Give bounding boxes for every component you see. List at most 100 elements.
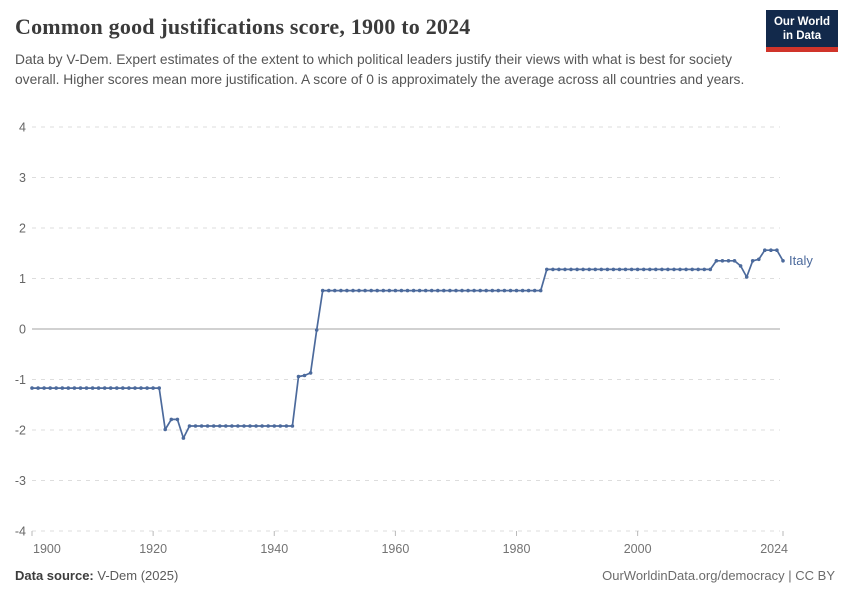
data-point[interactable] bbox=[593, 267, 598, 272]
data-point[interactable] bbox=[187, 424, 192, 428]
data-point[interactable] bbox=[611, 267, 616, 272]
data-point[interactable] bbox=[314, 328, 319, 332]
data-point[interactable] bbox=[666, 267, 670, 272]
data-point[interactable] bbox=[532, 288, 537, 293]
data-point[interactable] bbox=[623, 267, 628, 272]
data-point[interactable] bbox=[472, 288, 476, 293]
data-point[interactable] bbox=[84, 386, 89, 390]
data-point[interactable] bbox=[599, 267, 604, 272]
data-point[interactable] bbox=[236, 424, 240, 428]
data-point[interactable] bbox=[48, 386, 52, 390]
data-point[interactable] bbox=[581, 267, 585, 272]
data-point[interactable] bbox=[496, 288, 501, 293]
data-point[interactable] bbox=[478, 288, 483, 293]
data-point[interactable] bbox=[296, 374, 301, 379]
data-point[interactable] bbox=[211, 424, 216, 428]
data-point[interactable] bbox=[775, 248, 779, 252]
data-point[interactable] bbox=[151, 386, 155, 390]
data-point[interactable] bbox=[290, 424, 295, 428]
data-point[interactable] bbox=[726, 259, 731, 263]
data-point[interactable] bbox=[635, 267, 640, 272]
data-point[interactable] bbox=[744, 275, 749, 279]
data-point[interactable] bbox=[139, 386, 143, 390]
data-point[interactable] bbox=[60, 386, 65, 390]
data-point[interactable] bbox=[345, 288, 349, 293]
data-point[interactable] bbox=[605, 267, 610, 272]
data-point[interactable] bbox=[121, 386, 125, 390]
data-point[interactable] bbox=[648, 267, 652, 272]
data-point[interactable] bbox=[484, 288, 489, 293]
data-point[interactable] bbox=[702, 267, 707, 272]
data-point[interactable] bbox=[502, 288, 507, 293]
data-point[interactable] bbox=[242, 424, 246, 428]
italy-line[interactable] bbox=[32, 249, 784, 439]
data-point[interactable] bbox=[393, 288, 398, 293]
data-point[interactable] bbox=[714, 259, 719, 263]
data-point[interactable] bbox=[169, 417, 174, 422]
data-point[interactable] bbox=[224, 424, 228, 428]
data-point[interactable] bbox=[351, 288, 355, 293]
data-point[interactable] bbox=[557, 267, 561, 272]
data-point[interactable] bbox=[569, 267, 573, 272]
data-point[interactable] bbox=[272, 424, 277, 428]
data-point[interactable] bbox=[466, 288, 470, 293]
data-point[interactable] bbox=[133, 386, 137, 390]
data-point[interactable] bbox=[230, 424, 234, 428]
data-point[interactable] bbox=[278, 424, 283, 428]
data-point[interactable] bbox=[157, 386, 161, 390]
data-point[interactable] bbox=[193, 424, 198, 428]
data-point[interactable] bbox=[72, 386, 77, 390]
data-point[interactable] bbox=[78, 386, 83, 390]
data-point[interactable] bbox=[411, 288, 416, 293]
data-point[interactable] bbox=[526, 288, 531, 293]
data-point[interactable] bbox=[672, 267, 676, 272]
data-point[interactable] bbox=[684, 267, 688, 272]
data-point[interactable] bbox=[387, 288, 392, 293]
data-point[interactable] bbox=[490, 288, 495, 293]
data-point[interactable] bbox=[42, 386, 46, 390]
data-point[interactable] bbox=[302, 373, 307, 378]
data-point[interactable] bbox=[102, 386, 107, 390]
data-point[interactable] bbox=[399, 288, 404, 293]
data-point[interactable] bbox=[423, 288, 428, 293]
data-point[interactable] bbox=[375, 288, 380, 293]
data-point[interactable] bbox=[429, 288, 434, 293]
data-point[interactable] bbox=[30, 386, 34, 390]
data-point[interactable] bbox=[266, 424, 271, 428]
data-point[interactable] bbox=[448, 288, 452, 293]
data-point[interactable] bbox=[163, 427, 167, 432]
data-point[interactable] bbox=[436, 288, 440, 293]
data-point[interactable] bbox=[508, 288, 513, 293]
data-point[interactable] bbox=[115, 386, 119, 390]
data-point[interactable] bbox=[696, 267, 700, 272]
data-point[interactable] bbox=[181, 436, 186, 440]
entity-label[interactable]: Italy bbox=[789, 253, 813, 268]
data-point[interactable] bbox=[738, 264, 743, 268]
data-point[interactable] bbox=[678, 267, 682, 272]
data-point[interactable] bbox=[641, 267, 646, 272]
data-point[interactable] bbox=[284, 424, 289, 428]
data-point[interactable] bbox=[514, 288, 519, 293]
data-point[interactable] bbox=[339, 288, 343, 293]
data-point[interactable] bbox=[720, 259, 725, 263]
data-point[interactable] bbox=[460, 288, 464, 293]
data-point[interactable] bbox=[248, 424, 252, 428]
data-point[interactable] bbox=[405, 288, 410, 293]
data-point[interactable] bbox=[442, 288, 446, 293]
data-point[interactable] bbox=[417, 288, 422, 293]
data-point[interactable] bbox=[708, 267, 713, 272]
data-point[interactable] bbox=[308, 371, 313, 375]
data-point[interactable] bbox=[320, 288, 325, 293]
data-point[interactable] bbox=[369, 288, 374, 293]
data-point[interactable] bbox=[333, 288, 337, 293]
data-point[interactable] bbox=[769, 248, 773, 252]
data-point[interactable] bbox=[660, 267, 664, 272]
data-point[interactable] bbox=[732, 259, 737, 263]
data-point[interactable] bbox=[260, 424, 264, 428]
data-point[interactable] bbox=[363, 288, 367, 293]
data-point[interactable] bbox=[175, 417, 180, 422]
data-point[interactable] bbox=[629, 267, 634, 272]
data-point[interactable] bbox=[218, 424, 222, 428]
data-point[interactable] bbox=[454, 288, 458, 293]
data-point[interactable] bbox=[90, 386, 95, 390]
